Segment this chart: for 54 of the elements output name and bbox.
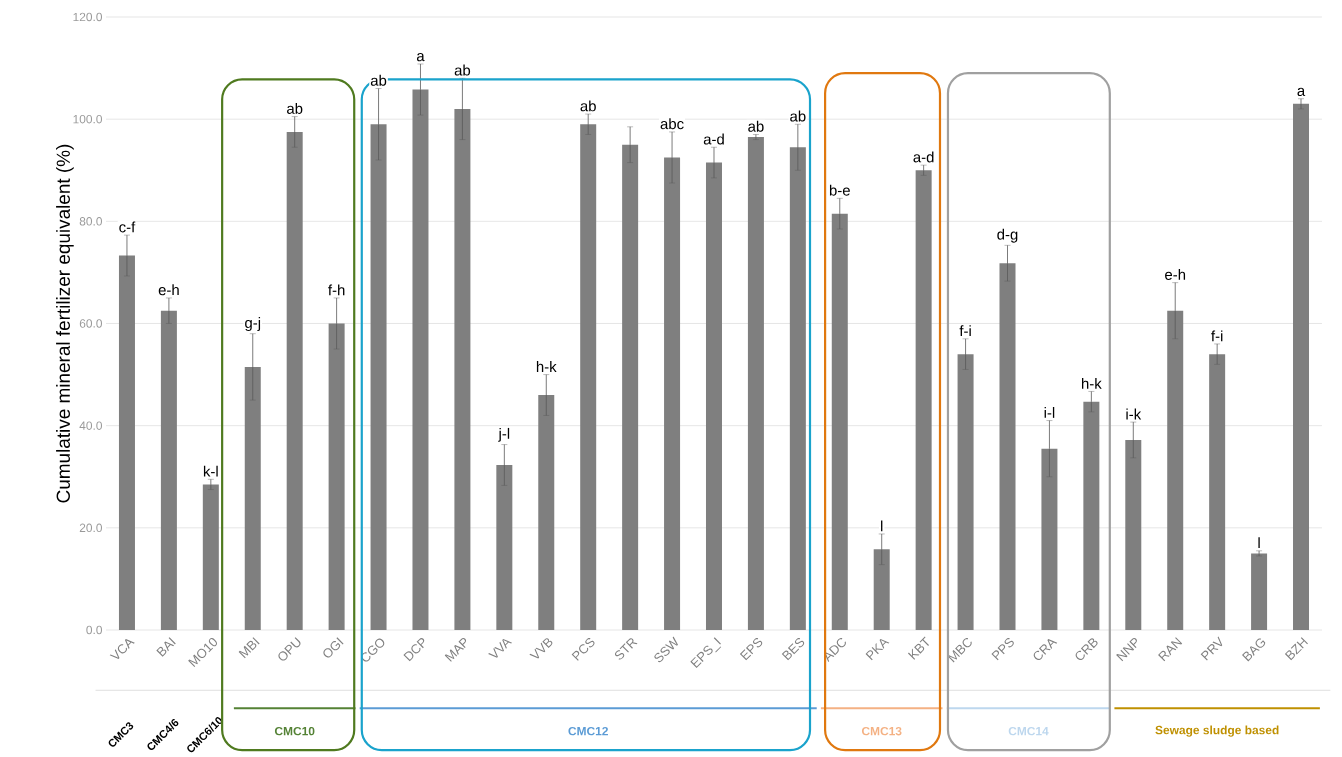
y-tick-label: 20.0 <box>79 523 103 533</box>
annotation: a <box>416 53 425 62</box>
annotation: l <box>1258 537 1260 549</box>
x-tick-label: BES <box>781 638 805 661</box>
x-tick-label: EPS <box>739 638 763 661</box>
x-tick-label: CRA <box>1033 639 1058 661</box>
annotation: i-l <box>1044 407 1055 418</box>
x-tick-label: VVB <box>529 638 553 659</box>
y-tick-label: 120.0 <box>73 12 103 22</box>
annotation: b-e <box>829 184 850 196</box>
y-axis-title: Cumulative mineral fertilizer equivalent (%) <box>56 144 74 503</box>
annotation: ab <box>790 110 806 122</box>
annotation: a-d <box>913 151 934 163</box>
annotation: d-g <box>997 228 1018 243</box>
x-tick-label: VVA <box>488 638 513 658</box>
y-tick-label: 0.0 <box>86 625 103 635</box>
annotation: h-k <box>536 361 557 372</box>
y-tick-label: 100.0 <box>73 114 103 124</box>
annotation: abc <box>660 118 684 130</box>
x-tick-label: STR <box>614 638 638 660</box>
annotation: h-k <box>1082 377 1102 389</box>
annotation: e-h <box>158 284 179 296</box>
annotation: g-j <box>245 317 261 331</box>
x-tick-label: BAI <box>156 637 176 657</box>
text: CMC14 <box>1008 726 1049 736</box>
y-tick-label: 40.0 <box>79 421 103 430</box>
annotation: a-d <box>703 133 724 145</box>
annotation: a <box>1297 87 1306 97</box>
x-tick-label: CRB <box>1075 638 1098 661</box>
annotation: ab <box>748 120 764 132</box>
annotation: l <box>881 520 883 532</box>
annotation: f-i <box>1211 330 1223 342</box>
annotation: k-l <box>203 465 218 477</box>
text: Sewage sludge based <box>1155 725 1279 737</box>
annotation: i-k <box>1126 408 1142 420</box>
annotation: ab <box>370 74 387 86</box>
y-tick-label: 60.0 <box>79 319 103 328</box>
text: CMC10 <box>274 726 315 736</box>
annotation: j-l <box>498 427 510 442</box>
annotation: f-i <box>959 325 971 337</box>
annotation: ab <box>287 102 303 114</box>
annotation: ab <box>580 100 596 112</box>
x-tick-label: MBI <box>238 637 260 659</box>
x-tick-label: PPS <box>991 638 1014 661</box>
x-tick-label: VCA <box>109 639 135 660</box>
annotation: ab <box>454 64 471 76</box>
text: CMC13 <box>861 726 902 736</box>
x-tick-label: PKA <box>865 638 890 661</box>
y-tick-label: 80.0 <box>79 217 103 226</box>
annotation: c-f <box>119 221 136 233</box>
text: CMC12 <box>568 726 608 736</box>
annotation: f-h <box>328 284 345 296</box>
x-tick-label: OGI <box>323 637 344 658</box>
annotation: e-h <box>1165 268 1186 280</box>
